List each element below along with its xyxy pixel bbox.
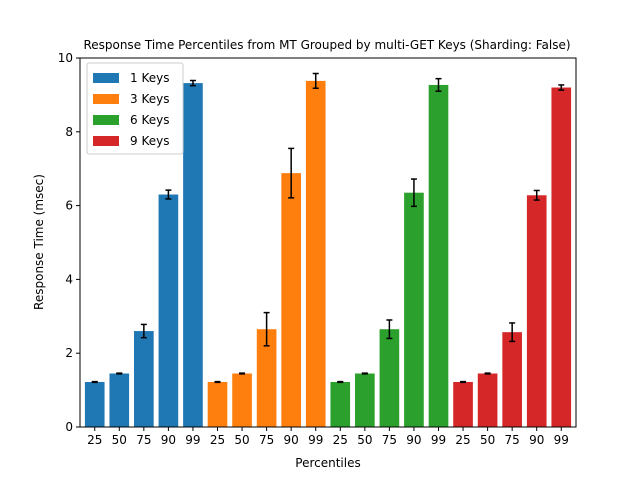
x-tick-label: 50: [357, 433, 372, 447]
error-bars-layer: [91, 72, 565, 384]
bar-1-keys-p90: [158, 194, 179, 427]
bar-9-keys-p50: [477, 373, 498, 427]
error-bar-3-keys-p75: [263, 311, 270, 347]
x-tick-label: 75: [505, 433, 520, 447]
legend-box: [86, 62, 184, 155]
y-tick-label: 2: [65, 346, 73, 360]
x-tick-label: 99: [554, 433, 569, 447]
legend-label: 3 Keys: [130, 92, 169, 106]
x-tick-label: 25: [210, 433, 225, 447]
bar-6-keys-p75: [379, 329, 400, 427]
bar-1-keys-p25: [84, 381, 105, 427]
legend-swatch: [93, 136, 119, 146]
error-bar-6-keys-p99: [435, 77, 442, 92]
error-bar-1-keys-p99: [189, 79, 196, 87]
bar-6-keys-p99: [428, 84, 449, 427]
x-tick-label: 99: [185, 433, 200, 447]
x-tick-label: 50: [234, 433, 249, 447]
error-bar-3-keys-p99: [312, 72, 319, 90]
plot-frame: [79, 57, 577, 428]
x-tick-label: 50: [112, 433, 127, 447]
bar-9-keys-p99: [551, 87, 572, 428]
y-tick-label: 8: [65, 125, 73, 139]
x-tick-label: 75: [382, 433, 397, 447]
y-tick-label: 6: [65, 199, 73, 213]
x-tick-label: 90: [529, 433, 544, 447]
error-bar-6-keys-p25: [337, 380, 344, 384]
error-bar-9-keys-p75: [509, 322, 516, 343]
x-tick-label: 99: [308, 433, 323, 447]
bar-6-keys-p25: [330, 381, 351, 427]
x-tick-label: 50: [480, 433, 495, 447]
error-bar-3-keys-p50: [239, 372, 246, 375]
error-bar-9-keys-p50: [484, 372, 491, 375]
x-tick-label: 90: [161, 433, 176, 447]
y-axis: 0 2 4 6 8 10: [58, 51, 80, 434]
x-tick-label: 90: [406, 433, 421, 447]
legend-label: 9 Keys: [130, 134, 169, 148]
error-bar-1-keys-p90: [165, 189, 172, 200]
error-bar-9-keys-p25: [460, 380, 467, 384]
x-tick-label: 25: [455, 433, 470, 447]
error-bar-6-keys-p75: [386, 319, 393, 340]
legend-item-6-keys: 6 Keys: [93, 113, 169, 127]
legend-item-3-keys: 3 Keys: [93, 92, 169, 106]
error-bar-3-keys-p25: [214, 380, 221, 384]
bar-9-keys-p25: [453, 381, 473, 427]
legend-item-9-keys: 9 Keys: [93, 134, 169, 148]
bar-9-keys-p90: [526, 195, 547, 427]
x-tick-label: 25: [87, 433, 102, 447]
legend-item-1-keys: 1 Keys: [93, 71, 169, 85]
legend-swatch: [93, 94, 119, 104]
x-tick-label: 99: [431, 433, 446, 447]
y-axis-title: Response Time (msec): [32, 174, 46, 310]
error-bar-9-keys-p99: [558, 84, 565, 91]
bar-6-keys-p90: [404, 192, 424, 427]
chart-title: Response Time Percentiles from MT Groupe…: [83, 38, 570, 52]
bar-3-keys-p99: [305, 80, 326, 428]
error-bar-1-keys-p75: [140, 323, 147, 339]
bars-layer: [84, 80, 572, 428]
legend-label: 1 Keys: [130, 71, 169, 85]
error-bar-6-keys-p90: [410, 178, 417, 208]
bar-3-keys-p75: [256, 329, 277, 427]
error-bar-6-keys-p50: [361, 372, 368, 375]
y-tick-label: 4: [65, 272, 73, 286]
x-tick-label: 75: [136, 433, 151, 447]
bar-3-keys-p90: [281, 173, 301, 427]
legend-label: 6 Keys: [130, 113, 169, 127]
bar-1-keys-p75: [134, 331, 154, 427]
legend-swatch: [93, 73, 119, 83]
error-bar-3-keys-p90: [288, 147, 295, 199]
bar-6-keys-p50: [355, 373, 375, 427]
error-bar-1-keys-p25: [91, 380, 98, 384]
x-axis: 25 50 75 90 99 25 50 75 90 99 25 50 75 90 99 25 50 75 90 99: [87, 427, 569, 447]
y-tick-label: 10: [58, 51, 73, 65]
bar-1-keys-p99: [183, 83, 203, 427]
bar-9-keys-p75: [502, 332, 522, 427]
x-tick-label: 90: [284, 433, 299, 447]
x-tick-label: 75: [259, 433, 274, 447]
bar-1-keys-p50: [109, 373, 130, 427]
legend: 1 Keys 3 Keys 6 Keys 9 Keys: [86, 62, 184, 155]
bar-3-keys-p50: [232, 373, 252, 427]
error-bar-1-keys-p50: [116, 372, 123, 375]
x-axis-title: Percentiles: [295, 456, 360, 470]
x-tick-label: 25: [333, 433, 348, 447]
bar-3-keys-p25: [207, 381, 228, 427]
error-bar-9-keys-p90: [533, 189, 540, 201]
y-tick-label: 0: [65, 420, 73, 434]
legend-swatch: [93, 115, 119, 125]
